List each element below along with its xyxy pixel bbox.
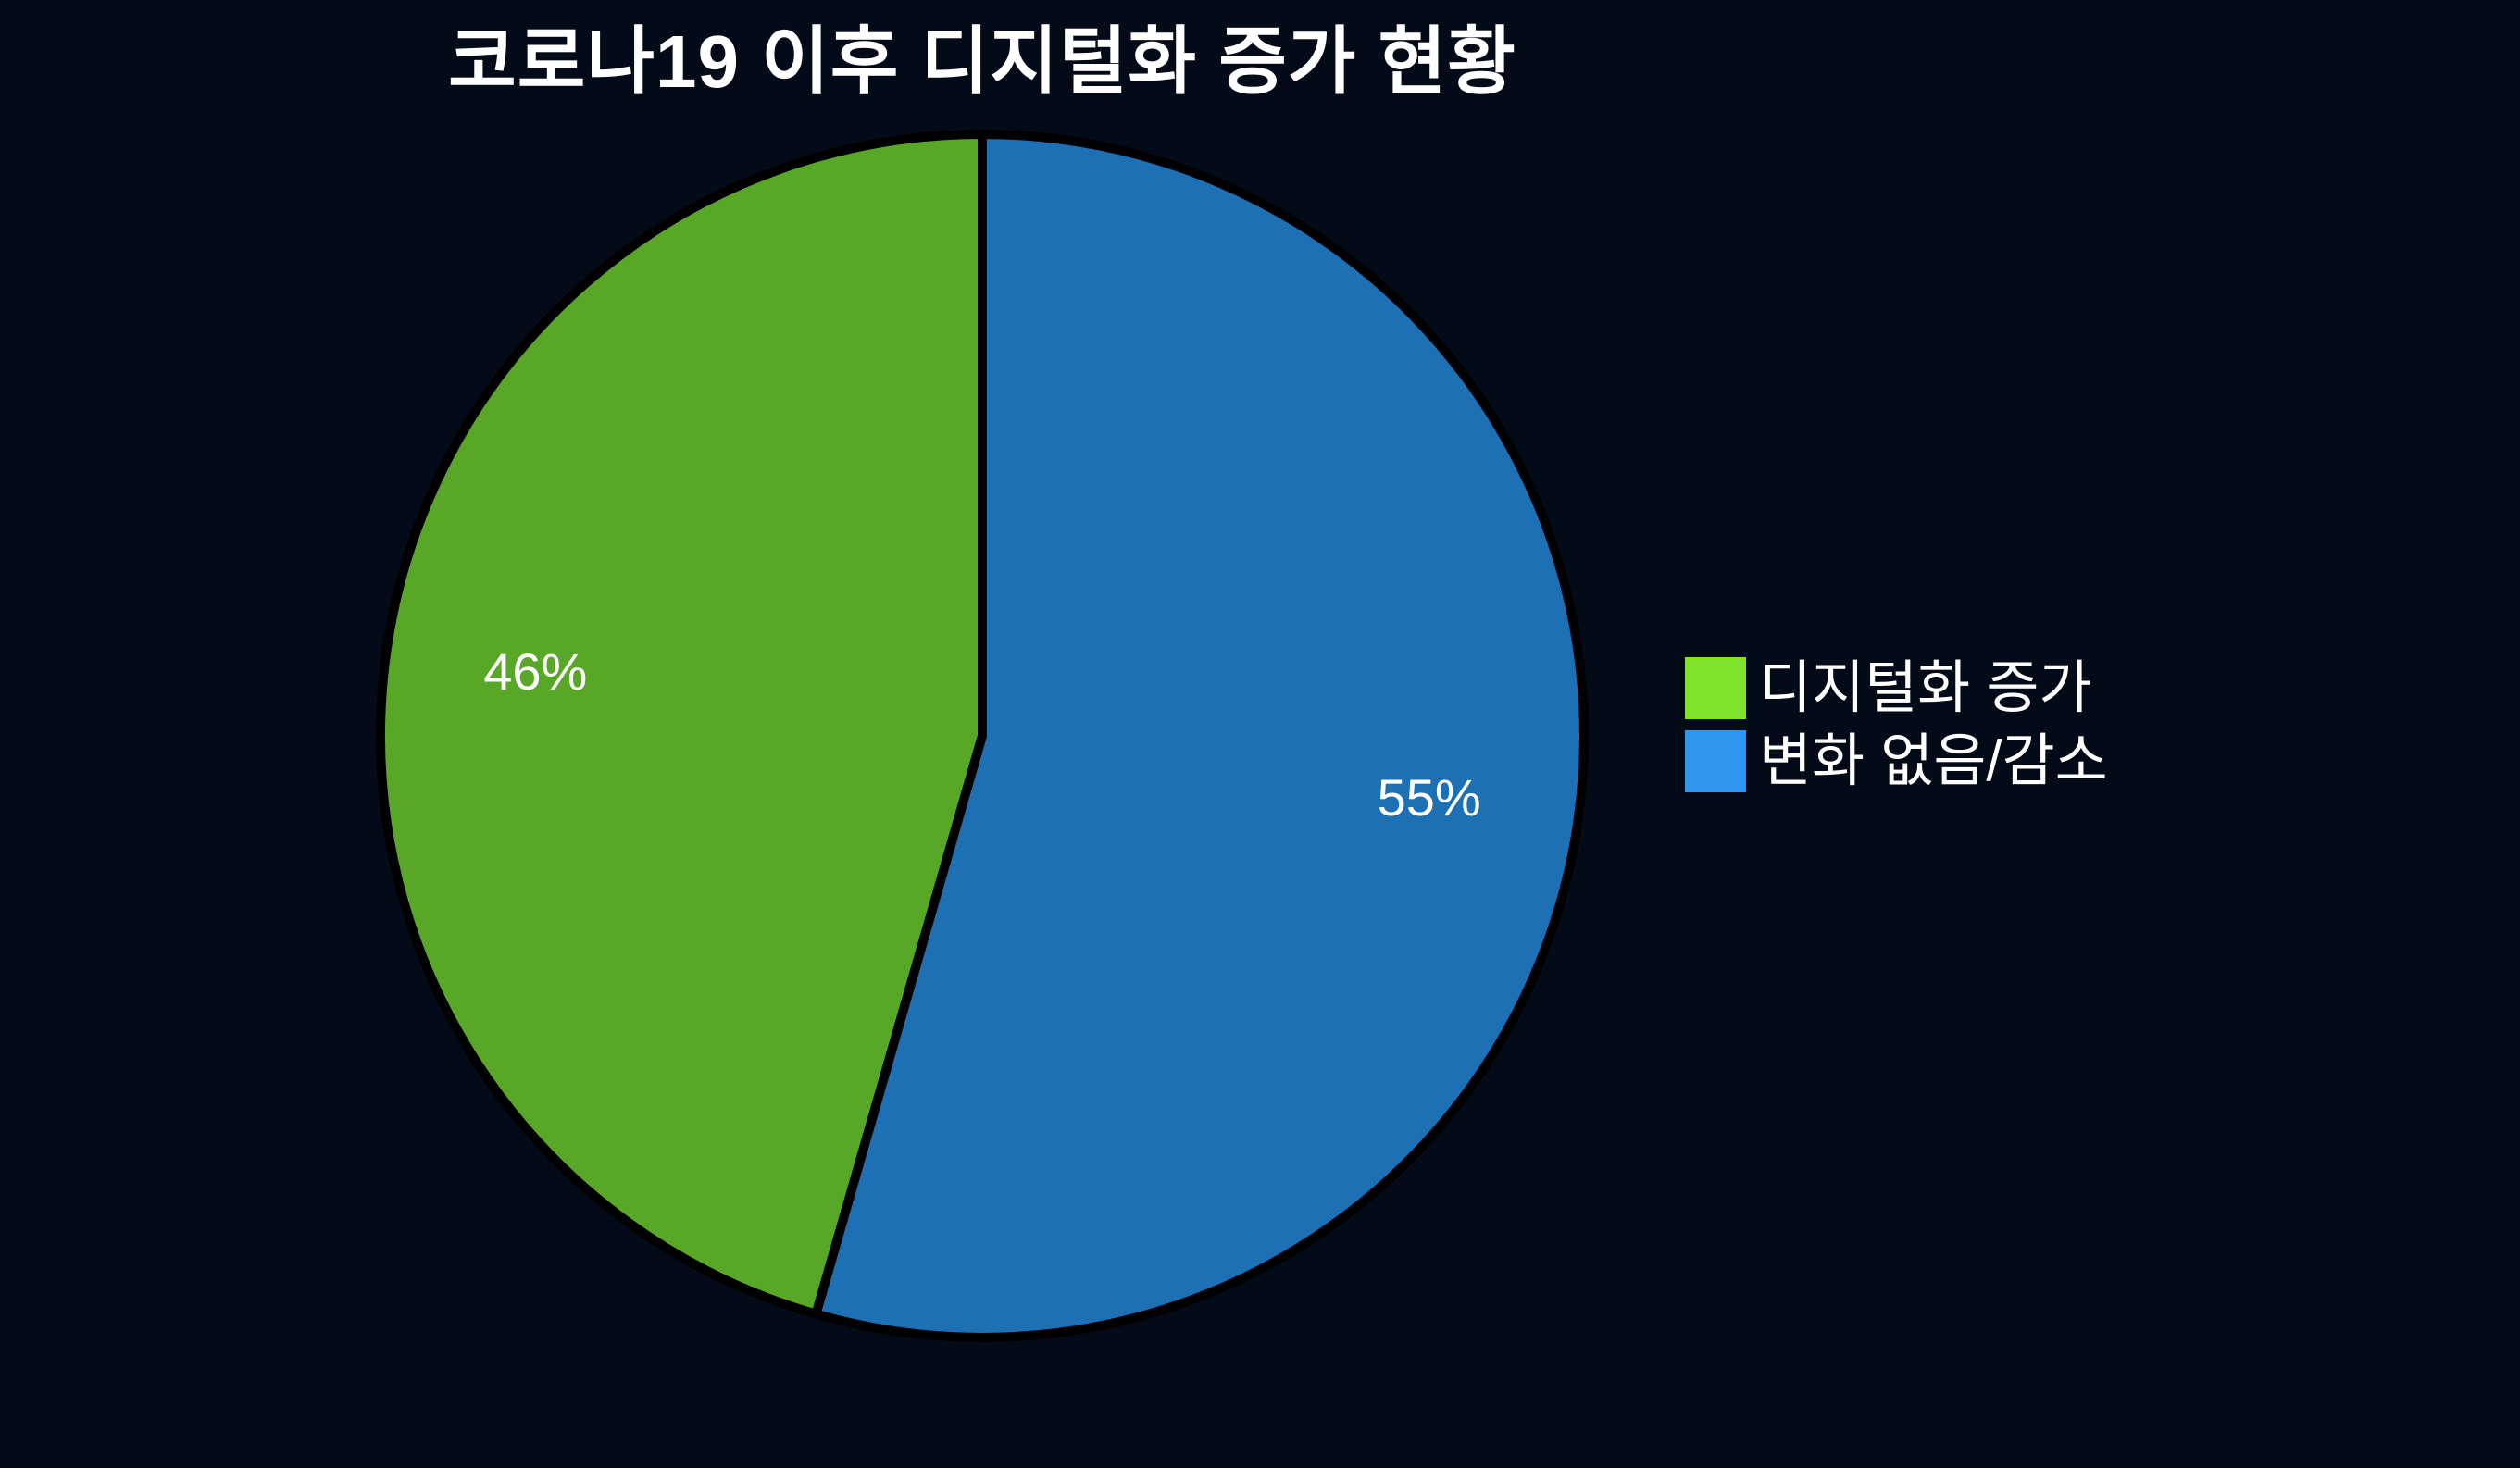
legend-swatch-green <box>1685 657 1746 719</box>
percent-label-digitalization-increase: 46% <box>483 642 587 701</box>
legend-label-no-change-decrease: 변화 없음/감소 <box>1759 728 2108 793</box>
legend-item-no-change-decrease: 변화 없음/감소 <box>1685 730 2108 792</box>
percent-label-no-change-decrease: 55% <box>1378 768 1481 827</box>
legend-item-digitalization-increase: 디지털화 증가 <box>1685 657 2108 719</box>
pie-slice-no-change-decrease <box>811 130 1589 1342</box>
legend: 디지털화 증가 변화 없음/감소 <box>1685 657 2108 803</box>
chart-title: 코로나19 이후 디지털화 증가 현황 <box>448 20 1516 103</box>
legend-swatch-blue <box>1685 730 1746 792</box>
pie-slice-digitalization-increase <box>376 130 987 1319</box>
legend-label-digitalization-increase: 디지털화 증가 <box>1759 655 2092 720</box>
